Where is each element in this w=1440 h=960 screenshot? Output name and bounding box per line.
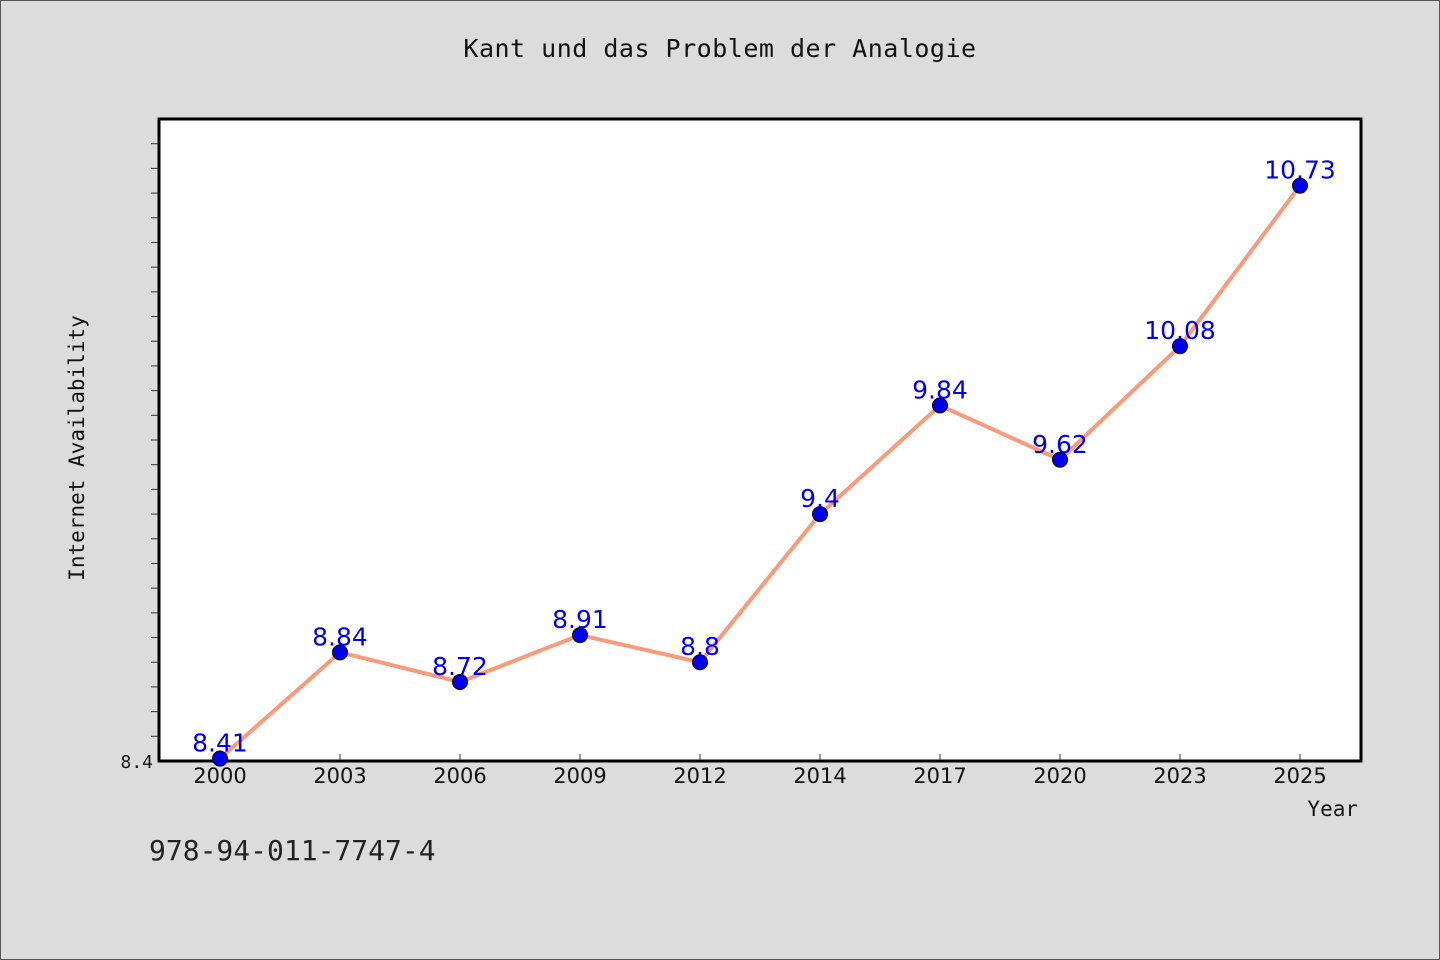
data-point bbox=[1172, 338, 1188, 355]
data-point bbox=[452, 673, 468, 690]
x-tick-label: 2000 bbox=[193, 764, 246, 788]
x-axis-ticks: 2000 2003 2006 2009 2012 2014 2017 2020 2023 2025 bbox=[193, 754, 1327, 788]
data-label: 9.4 bbox=[800, 484, 840, 513]
data-label: 8.72 bbox=[432, 652, 488, 681]
data-point bbox=[932, 397, 948, 414]
data-point bbox=[572, 627, 588, 644]
x-tick-label: 2025 bbox=[1273, 764, 1326, 788]
data-point bbox=[812, 506, 828, 523]
x-axis-title: Year bbox=[1307, 797, 1358, 821]
x-tick-label: 2003 bbox=[313, 764, 366, 788]
data-label: 8.8 bbox=[680, 632, 720, 661]
data-point bbox=[692, 654, 708, 671]
x-tick-label: 2023 bbox=[1153, 764, 1206, 788]
y-axis-title: Internet Availability bbox=[65, 315, 89, 581]
chart-title: Kant und das Problem der Analogie bbox=[463, 34, 977, 63]
x-tick-label: 2017 bbox=[913, 764, 966, 788]
x-tick-label: 2009 bbox=[553, 764, 606, 788]
data-label: 8.41 bbox=[192, 729, 248, 758]
series-line bbox=[218, 183, 1302, 761]
y-tick-label: 8.4 bbox=[120, 752, 153, 773]
data-point bbox=[1292, 177, 1308, 194]
data-label: 10.73 bbox=[1264, 156, 1336, 185]
data-label: 8.84 bbox=[312, 622, 368, 651]
data-label: 9.62 bbox=[1032, 430, 1088, 459]
x-tick-label: 2006 bbox=[433, 764, 486, 788]
x-tick-label: 2012 bbox=[673, 764, 726, 788]
data-label: 9.84 bbox=[912, 375, 968, 404]
series-layer bbox=[212, 177, 1308, 767]
data-label: 8.91 bbox=[552, 605, 608, 634]
data-point bbox=[332, 644, 348, 661]
data-label-layer: 8.41 8.84 8.72 8.91 8.8 9.4 9.84 9.62 10.08 10.73 bbox=[192, 156, 1336, 758]
plot-area bbox=[157, 117, 1363, 763]
data-label: 10.08 bbox=[1144, 316, 1216, 345]
x-tick-label: 2020 bbox=[1033, 764, 1086, 788]
data-point bbox=[212, 750, 228, 767]
isbn-caption: 978-94-011-7747-4 bbox=[149, 834, 436, 867]
y-axis-ticks: 8.4 bbox=[120, 143, 158, 773]
x-tick-label: 2014 bbox=[793, 764, 846, 788]
data-point bbox=[1052, 451, 1068, 468]
